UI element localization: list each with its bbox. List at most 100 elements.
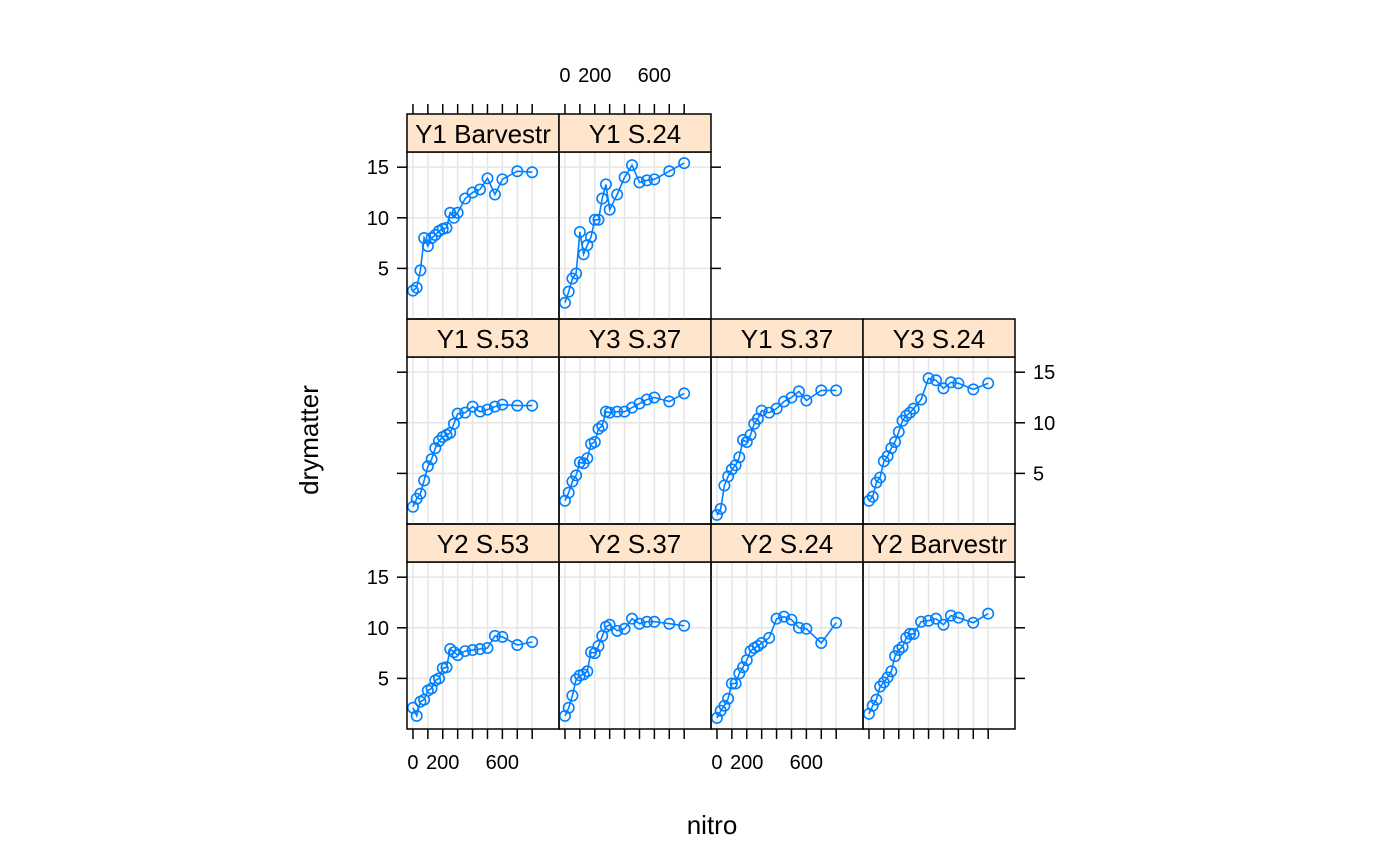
data-point: [648, 615, 661, 628]
data-point: [429, 228, 442, 241]
data-point: [611, 188, 624, 201]
data-point: [410, 709, 423, 722]
data-point: [729, 677, 742, 690]
data-point: [874, 680, 887, 693]
data-point: [648, 173, 661, 186]
data-point: [488, 629, 501, 642]
panel-grid: [863, 357, 1015, 524]
panel-series: [559, 157, 691, 309]
data-point: [588, 213, 601, 226]
data-point: [410, 281, 423, 294]
y-tick-label: 15: [367, 567, 389, 589]
data-point: [678, 387, 691, 400]
x-tick-label: 0: [711, 752, 722, 774]
data-point: [907, 627, 920, 640]
data-point: [596, 192, 609, 205]
panel-border: [862, 561, 1016, 730]
data-point: [459, 192, 472, 205]
data-point: [433, 435, 446, 448]
data-point: [640, 174, 653, 187]
data-point: [733, 667, 746, 680]
data-point: [592, 640, 605, 653]
data-point: [447, 646, 460, 659]
data-point: [603, 203, 616, 216]
data-point: [581, 665, 594, 678]
data-point: [800, 394, 813, 407]
data-point: [744, 428, 757, 441]
panel: Y1 Barvestr: [406, 113, 560, 320]
data-point: [930, 612, 943, 625]
data-point: [944, 376, 957, 389]
data-point: [967, 616, 980, 629]
data-point: [678, 619, 691, 632]
data-point: [863, 494, 875, 507]
x-tick-label: 600: [638, 65, 671, 87]
data-point: [459, 406, 472, 419]
data-point: [425, 453, 438, 466]
data-point: [792, 621, 805, 634]
panel-border: [558, 561, 712, 730]
data-point: [618, 622, 631, 635]
data-point: [725, 463, 738, 476]
data-point: [922, 372, 935, 385]
panel-series: [711, 610, 843, 724]
data-point: [566, 689, 579, 702]
panels-layer: Y2 S.53 Y2 S.37 Y2 S.24 Y2 Barvestr Y1 S.53 Y…: [406, 113, 1016, 730]
data-point: [982, 377, 995, 390]
data-point: [800, 622, 813, 635]
data-point: [474, 405, 487, 418]
strip-background: [710, 318, 864, 358]
data-point: [481, 172, 494, 185]
x-axis-title: nitro: [687, 810, 738, 840]
x-tick-label: 600: [486, 752, 519, 774]
y-tick-label: 10: [367, 618, 389, 640]
panel: Y3 S.24: [862, 318, 1016, 525]
panel-grid: [863, 562, 1015, 729]
data-point: [737, 661, 750, 674]
data-point: [511, 165, 524, 178]
data-point: [474, 643, 487, 656]
data-point: [885, 442, 898, 455]
strip-label: Y1 S.24: [589, 119, 682, 149]
strip-label: Y2 S.37: [589, 529, 682, 559]
data-point: [870, 693, 883, 706]
strip-background: [558, 113, 712, 153]
data-point: [633, 617, 646, 630]
data-point: [648, 391, 661, 404]
data-point: [903, 406, 916, 419]
data-point: [792, 385, 805, 398]
data-point: [459, 645, 472, 658]
data-point: [678, 157, 691, 170]
data-point: [830, 384, 843, 397]
panel-border: [710, 561, 864, 730]
data-point: [915, 393, 928, 406]
data-point: [711, 711, 723, 724]
data-point: [785, 391, 798, 404]
panel-series: [559, 387, 691, 507]
x-tick-label: 200: [730, 752, 763, 774]
x-tick-label: 200: [426, 752, 459, 774]
data-point: [952, 611, 965, 624]
data-point: [770, 402, 783, 415]
data-point: [663, 395, 676, 408]
y-tick-label: 15: [367, 157, 389, 179]
data-point: [751, 640, 764, 653]
axes-layer: 0 200 600 0 200 600 0 200 600 5 10 15 5 10 15 5 10 15: [367, 65, 1056, 774]
panel: Y1 S.24: [558, 113, 712, 320]
panel-grid: [559, 562, 711, 729]
data-point: [418, 474, 431, 487]
panel-border: [558, 356, 712, 525]
strip-background: [558, 523, 712, 563]
strip-label: Y1 S.53: [437, 324, 530, 354]
data-point: [722, 692, 735, 705]
data-point: [603, 618, 616, 631]
data-point: [903, 627, 916, 640]
data-point: [892, 425, 905, 438]
data-point: [599, 178, 612, 191]
strip-label: Y1 Barvestr: [415, 119, 551, 149]
panel-series: [407, 629, 539, 722]
panel-grid: [559, 152, 711, 319]
x-tick-label: 600: [790, 752, 823, 774]
panel: Y1 S.53: [406, 318, 560, 525]
data-point: [496, 398, 509, 411]
